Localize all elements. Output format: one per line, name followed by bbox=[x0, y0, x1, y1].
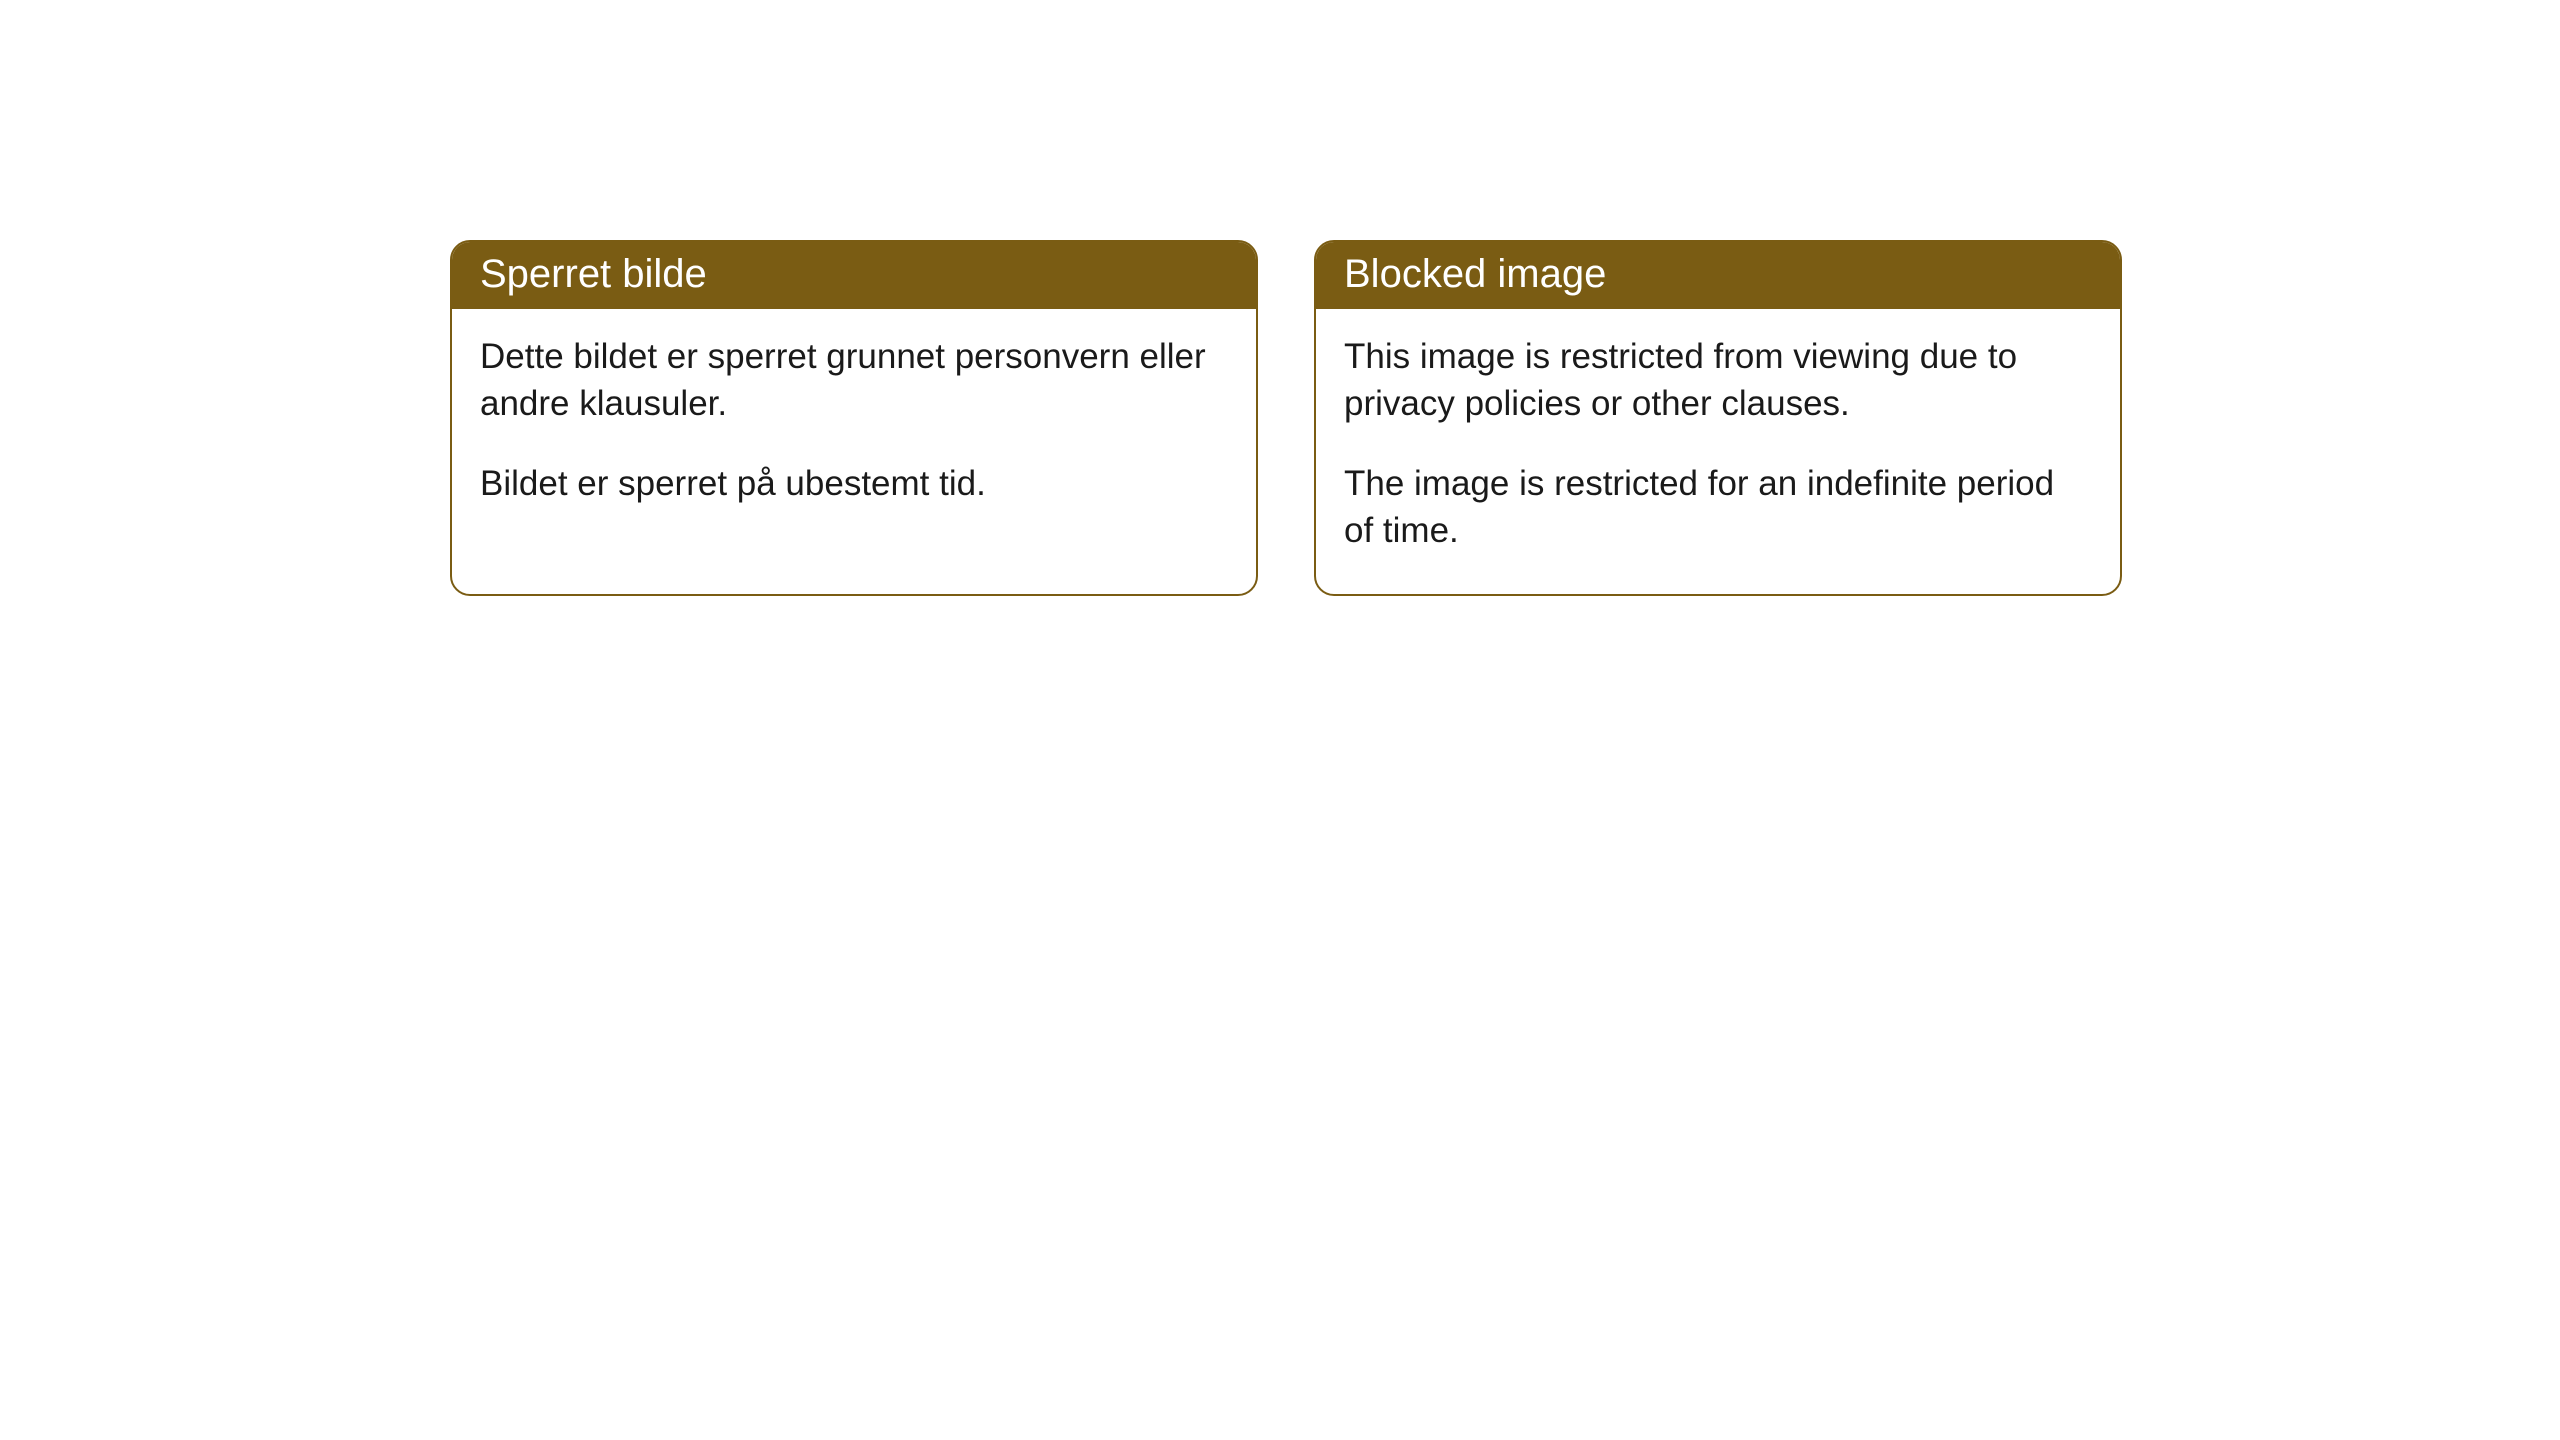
card-header: Sperret bilde bbox=[452, 242, 1256, 309]
notice-container: Sperret bilde Dette bildet er sperret gr… bbox=[0, 0, 2560, 596]
blocked-image-card-norwegian: Sperret bilde Dette bildet er sperret gr… bbox=[450, 240, 1258, 596]
blocked-image-card-english: Blocked image This image is restricted f… bbox=[1314, 240, 2122, 596]
card-paragraph-2: The image is restricted for an indefinit… bbox=[1344, 460, 2092, 555]
card-title: Blocked image bbox=[1344, 252, 1606, 296]
card-header: Blocked image bbox=[1316, 242, 2120, 309]
card-paragraph-1: Dette bildet er sperret grunnet personve… bbox=[480, 333, 1228, 428]
card-paragraph-1: This image is restricted from viewing du… bbox=[1344, 333, 2092, 428]
card-paragraph-2: Bildet er sperret på ubestemt tid. bbox=[480, 460, 1228, 507]
card-body: Dette bildet er sperret grunnet personve… bbox=[452, 309, 1256, 547]
card-title: Sperret bilde bbox=[480, 252, 707, 296]
card-body: This image is restricted from viewing du… bbox=[1316, 309, 2120, 594]
